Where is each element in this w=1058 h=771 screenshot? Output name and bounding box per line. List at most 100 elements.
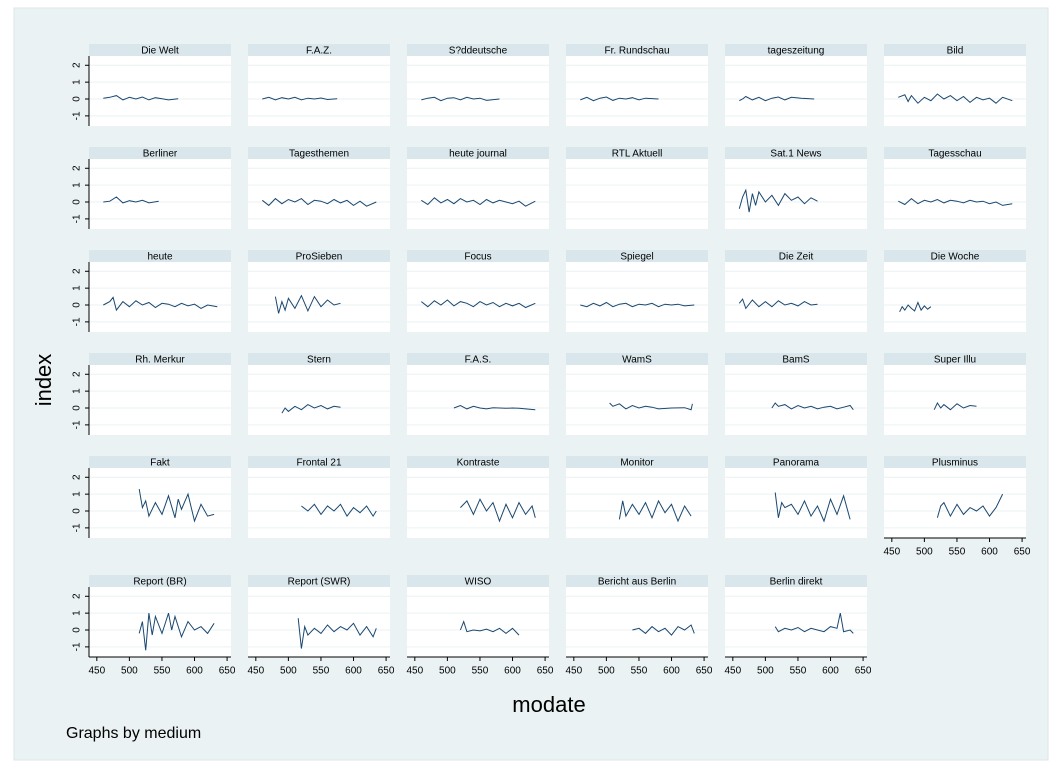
data-line — [420, 299, 536, 309]
panel-title: Spiegel — [620, 252, 653, 263]
panel-title: RTL Aktuell — [612, 149, 663, 160]
x-tick-label: 500 — [121, 666, 138, 677]
x-tick-label: 550 — [154, 666, 171, 677]
x-tick-label: 650 — [696, 666, 713, 677]
panel-title: Sat.1 News — [770, 149, 821, 160]
panel-strip — [884, 147, 1026, 159]
panel-title: S?ddeutsche — [449, 46, 508, 57]
plot-region — [248, 365, 390, 435]
panel-strip — [884, 353, 1026, 365]
data-line — [138, 489, 215, 523]
panel-strip — [407, 353, 549, 365]
plot-region — [566, 587, 708, 657]
plot-region — [89, 262, 231, 332]
panel-title: Report (BR) — [133, 577, 186, 588]
y-tick-label: 0 — [72, 199, 83, 205]
data-line — [774, 492, 851, 523]
plot-region — [566, 365, 708, 435]
panel-strip — [725, 44, 867, 56]
note: Graphs by medium — [66, 725, 201, 742]
plot-region — [884, 262, 1026, 332]
x-tick-label: 600 — [822, 666, 839, 677]
panel-strip — [248, 147, 390, 159]
x-tick-label: 600 — [504, 666, 521, 677]
x-axis-title: modate — [512, 692, 585, 717]
panel-strip — [884, 250, 1026, 262]
panel-title: Berliner — [143, 149, 178, 160]
panel-strip — [566, 456, 708, 468]
plot-region — [725, 262, 867, 332]
panel-strip — [725, 353, 867, 365]
data-line — [274, 294, 341, 314]
panel-strip — [248, 250, 390, 262]
plot-region — [725, 365, 867, 435]
data-line — [460, 498, 536, 523]
panel-strip — [407, 147, 549, 159]
data-line — [774, 612, 854, 634]
y-tick-label: 2 — [72, 268, 83, 274]
plot-region — [248, 159, 390, 229]
panel-title: ProSieben — [296, 252, 343, 263]
panel-strip — [407, 250, 549, 262]
panel-strip — [566, 353, 708, 365]
plot-region — [407, 365, 549, 435]
plot-region — [566, 468, 708, 538]
data-line — [771, 402, 854, 411]
x-tick-label: 550 — [790, 666, 807, 677]
data-line — [261, 197, 377, 207]
panel-title: Frontal 21 — [296, 458, 341, 469]
panel-title: BamS — [782, 355, 810, 366]
y-tick-label: 2 — [72, 62, 83, 68]
plot-region — [248, 262, 390, 332]
panel-strip — [89, 353, 231, 365]
x-tick-label: 500 — [439, 666, 456, 677]
panel-strip — [884, 456, 1026, 468]
plot-region — [884, 159, 1026, 229]
panel-strip — [248, 353, 390, 365]
x-tick-label: 500 — [757, 666, 774, 677]
x-tick-label: 450 — [247, 666, 264, 677]
data-line — [580, 96, 659, 102]
x-tick-label: 450 — [565, 666, 582, 677]
panel-title: Report (SWR) — [288, 577, 351, 588]
panel-title: Tagesthemen — [289, 149, 349, 160]
panel-title: Stern — [307, 355, 331, 366]
x-tick-label: 500 — [598, 666, 615, 677]
x-tick-label: 600 — [345, 666, 362, 677]
panel-strip — [407, 575, 549, 587]
panel-title: Die Welt — [141, 46, 179, 57]
panel-title: WamS — [622, 355, 652, 366]
panel-title: tageszeitung — [768, 46, 825, 57]
y-tick-label: -1 — [72, 523, 83, 532]
y-tick-label: 0 — [72, 96, 83, 102]
panel-title: Bericht aus Berlin — [598, 577, 676, 588]
plot-region — [89, 365, 231, 435]
plot-region — [884, 468, 1026, 538]
x-tick-label: 450 — [406, 666, 423, 677]
x-tick-label: 600 — [186, 666, 203, 677]
data-line — [459, 620, 520, 636]
x-tick-label: 500 — [916, 547, 933, 558]
y-tick-label: 1 — [72, 182, 83, 188]
data-line — [739, 95, 815, 102]
y-tick-label: 0 — [72, 627, 83, 633]
panel-strip — [566, 44, 708, 56]
data-line — [297, 618, 377, 649]
data-line — [421, 96, 500, 102]
plot-region — [566, 56, 708, 126]
y-tick-label: 0 — [72, 302, 83, 308]
panel-title: Plusminus — [932, 458, 978, 469]
data-line — [738, 188, 818, 213]
y-tick-label: -1 — [72, 111, 83, 120]
panel-title: Monitor — [620, 458, 654, 469]
panel-title: Kontraste — [457, 458, 500, 469]
plot-region — [89, 159, 231, 229]
y-tick-label: 2 — [72, 371, 83, 377]
panel-strip — [89, 250, 231, 262]
data-line — [103, 95, 179, 101]
panel-strip — [407, 456, 549, 468]
plot-region — [566, 159, 708, 229]
data-line — [738, 298, 818, 310]
x-tick-label: 600 — [981, 547, 998, 558]
